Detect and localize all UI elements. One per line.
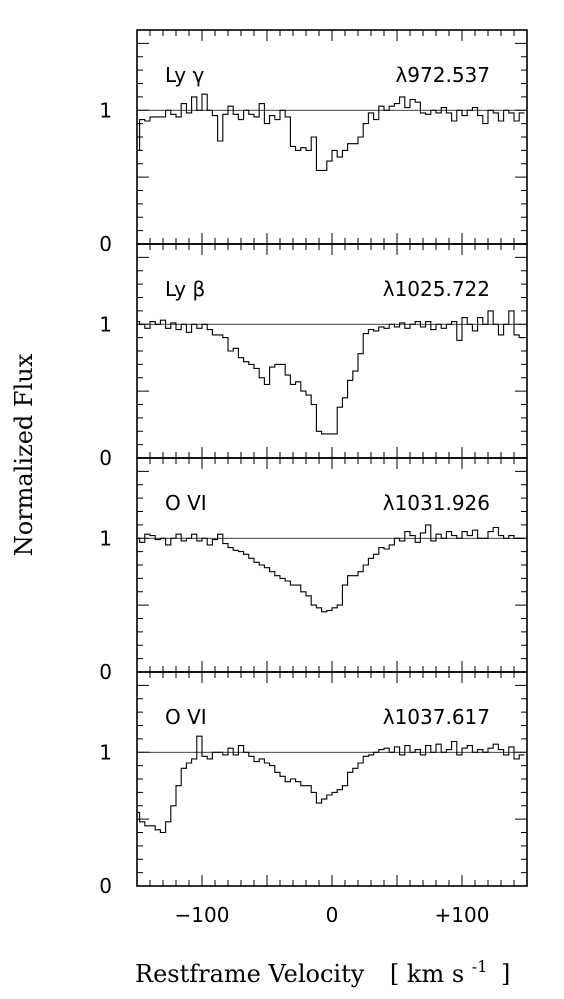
- y-tick-label: 1: [99, 526, 112, 550]
- wavelength-label: λ972.537: [395, 63, 490, 87]
- panel-1: 1 0 Ly γ λ972.537: [99, 29, 528, 256]
- wavelength-label: λ1025.722: [383, 277, 490, 301]
- ion-label: Ly β: [165, 277, 205, 301]
- x-axis-unit-close: ]: [501, 960, 510, 988]
- x-tick-label: 0: [326, 903, 339, 927]
- panel-4: 1 0 O VI λ1037.617: [99, 671, 528, 898]
- x-tick-label: −100: [175, 903, 230, 927]
- spectrum-line: [137, 310, 525, 435]
- y-tick-label: 1: [99, 740, 112, 764]
- ion-label: Ly γ: [165, 63, 205, 87]
- y-tick-label: 1: [99, 98, 112, 122]
- wavelength-label: λ1031.926: [383, 491, 490, 515]
- x-axis-title: Restframe Velocity [ km s -1 ]: [135, 950, 510, 988]
- ion-label: O VI: [165, 705, 207, 729]
- y-tick-label: 0: [99, 232, 112, 256]
- y-tick-label: 0: [99, 874, 112, 898]
- y-tick-label: 0: [99, 660, 112, 684]
- ion-label: O VI: [165, 491, 207, 515]
- y-tick-label: 0: [99, 446, 112, 470]
- spectrum-line: [137, 93, 525, 171]
- panel-3: 1 0 O VI λ1031.926: [99, 457, 528, 684]
- panels-group: 1 0 Ly γ λ972.537 1 0 Ly β λ1025.722 1 0 O VI λ1031…: [99, 29, 528, 927]
- panel-2: 1 0 Ly β λ1025.722: [99, 243, 528, 470]
- wavelength-label: λ1037.617: [383, 705, 490, 729]
- spectrum-line: [137, 735, 525, 834]
- y-tick-label: 1: [99, 312, 112, 336]
- y-axis-title: Normalized Flux: [10, 353, 38, 556]
- spectrum-line: [137, 524, 525, 613]
- x-axis-unit-open: [ km s: [390, 960, 464, 988]
- x-axis-unit-exp: -1: [472, 957, 488, 976]
- x-tick-label: +100: [435, 903, 490, 927]
- x-axis-title-main: Restframe Velocity: [135, 960, 365, 988]
